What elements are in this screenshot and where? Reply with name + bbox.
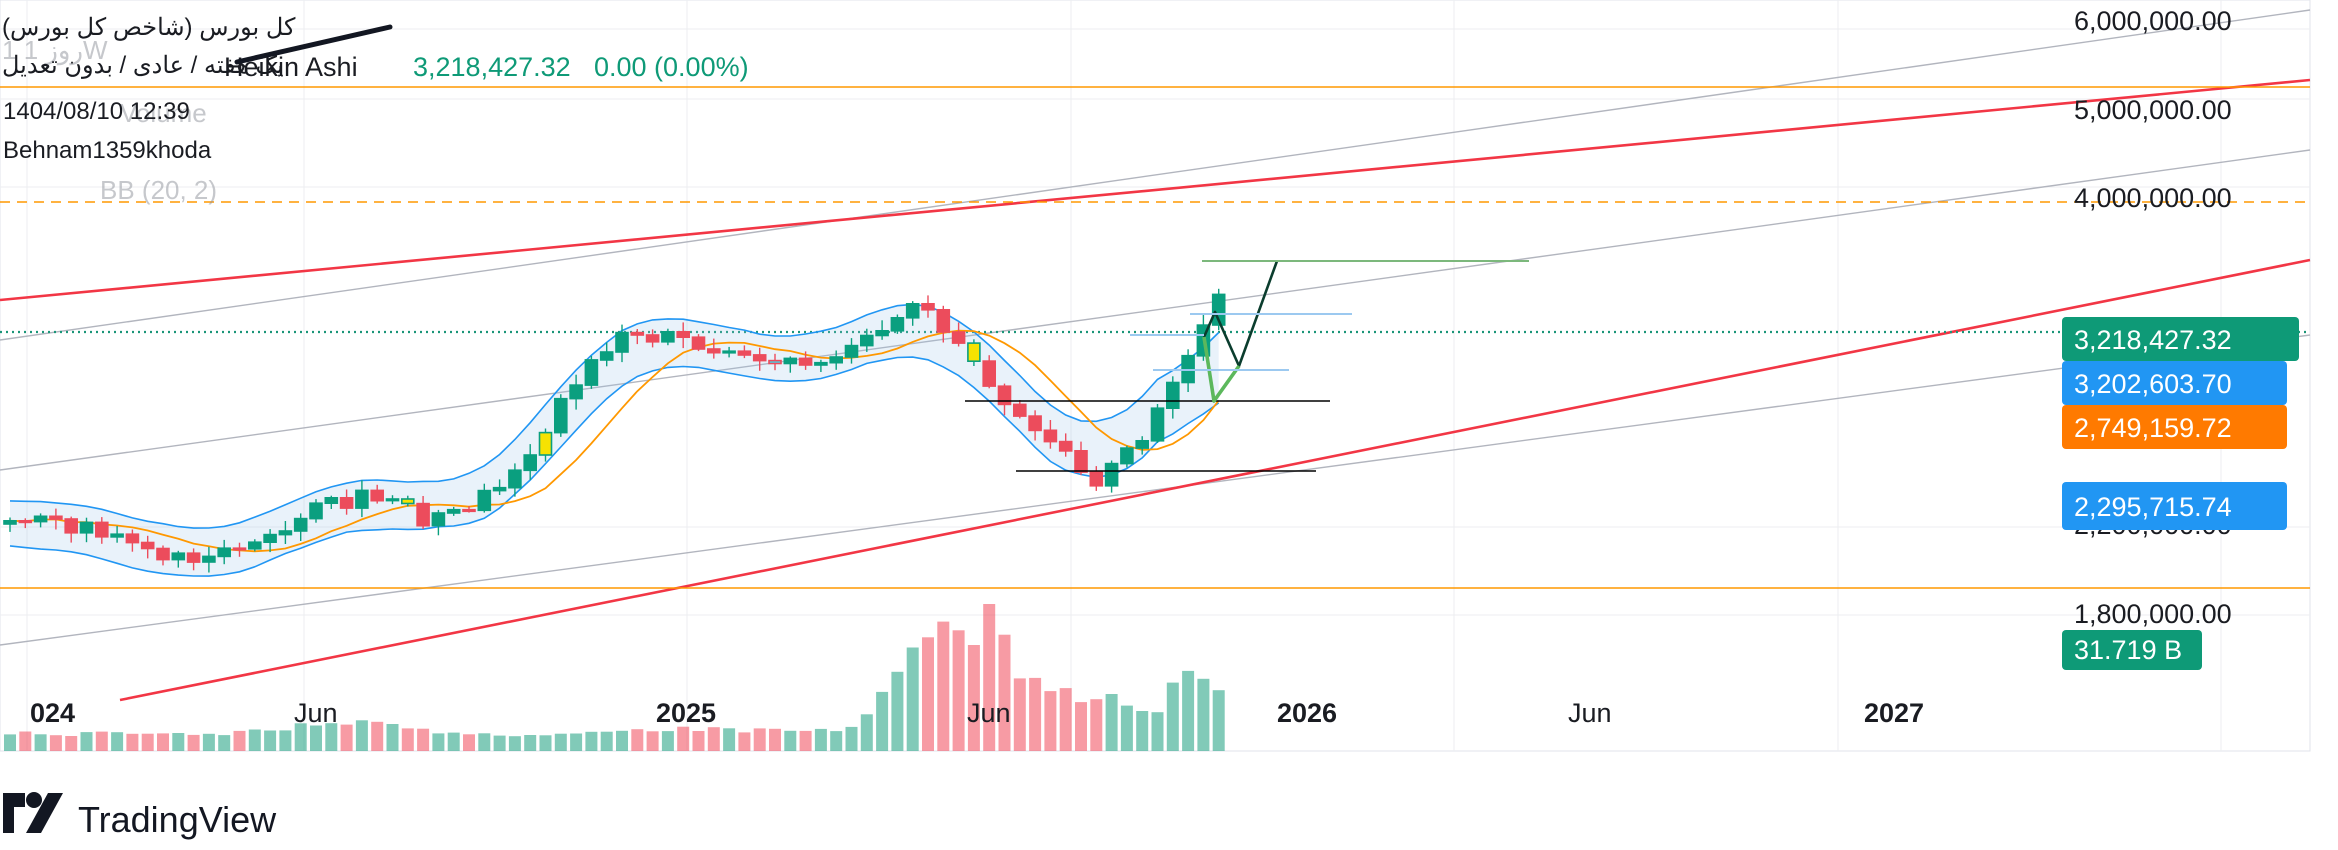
- svg-text:Jun: Jun: [1568, 698, 1612, 728]
- svg-text:Jun: Jun: [967, 698, 1011, 728]
- svg-text:3,218,427.32: 3,218,427.32: [2074, 325, 2232, 355]
- svg-text:1,800,000.00: 1,800,000.00: [2074, 599, 2232, 629]
- svg-text:4,000,000.00: 4,000,000.00: [2074, 183, 2232, 213]
- svg-text:2027: 2027: [1864, 698, 1924, 728]
- svg-text:2,749,159.72: 2,749,159.72: [2074, 413, 2232, 443]
- svg-text:6,000,000.00: 6,000,000.00: [2074, 6, 2232, 36]
- svg-text:2025: 2025: [656, 698, 716, 728]
- svg-text:2,295,715.74: 2,295,715.74: [2074, 492, 2232, 522]
- svg-text:5,000,000.00: 5,000,000.00: [2074, 95, 2232, 125]
- svg-text:3,202,603.70: 3,202,603.70: [2074, 369, 2232, 399]
- svg-text:Heikin Ashi: Heikin Ashi: [224, 52, 358, 82]
- svg-text:Jun: Jun: [294, 698, 338, 728]
- svg-text:31.719 B: 31.719 B: [2074, 635, 2182, 665]
- svg-text:Behnam1359khoda: Behnam1359khoda: [3, 137, 212, 164]
- svg-text:2026: 2026: [1277, 698, 1337, 728]
- svg-text:BB (20, 2): BB (20, 2): [100, 175, 217, 205]
- svg-text:3,218,427.32: 3,218,427.32: [413, 52, 571, 82]
- svg-text:024: 024: [30, 698, 75, 728]
- svg-text:کل بورس (شاخص کل بورس): کل بورس (شاخص کل بورس): [2, 14, 296, 41]
- svg-text:1404/08/10 12:39: 1404/08/10 12:39: [3, 98, 190, 125]
- svg-text:TradingView: TradingView: [78, 799, 277, 840]
- svg-text:0.00 (0.00%): 0.00 (0.00%): [594, 52, 749, 82]
